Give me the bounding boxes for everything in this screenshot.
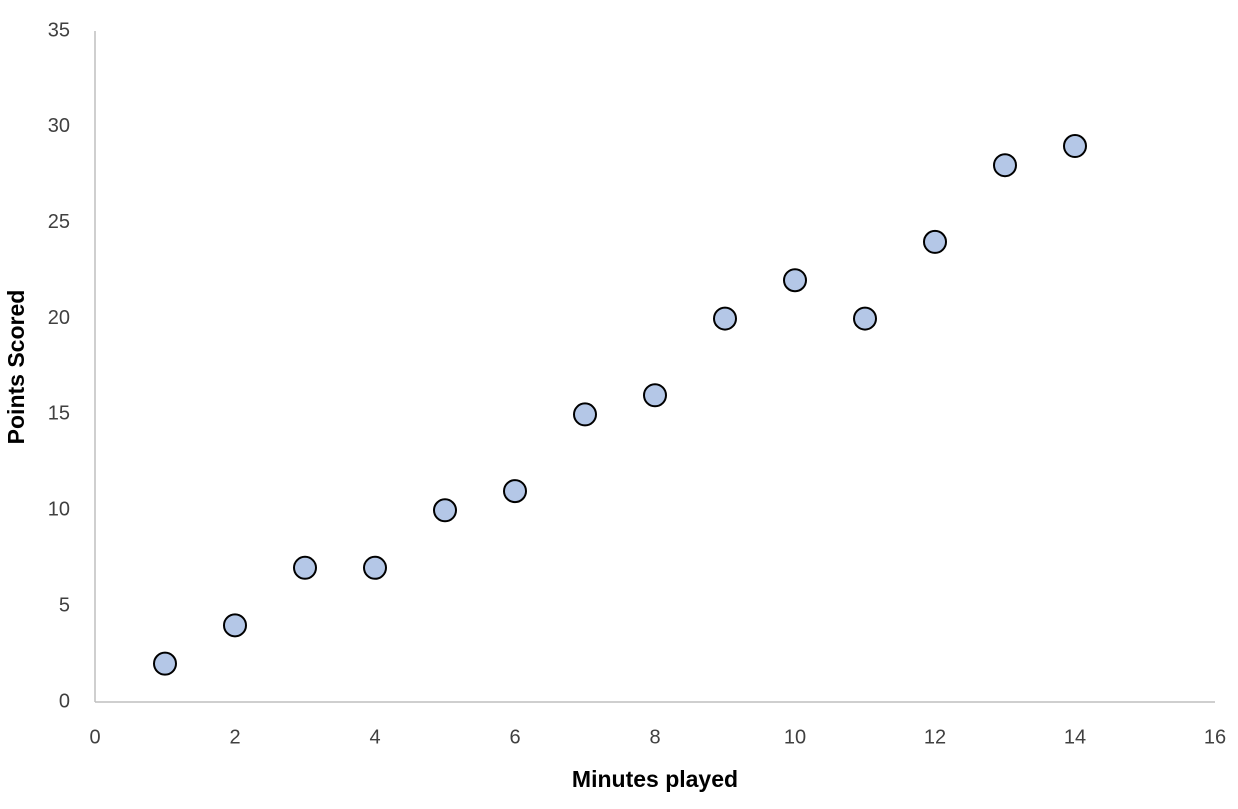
point xyxy=(643,383,667,408)
y-tick-label: 5 xyxy=(59,594,70,616)
x-tick-label: 2 xyxy=(229,726,240,748)
point xyxy=(503,479,527,504)
x-tick-label: 6 xyxy=(509,726,520,748)
point xyxy=(783,268,807,293)
x-tick-label: 16 xyxy=(1204,726,1226,748)
y-tick-label: 20 xyxy=(48,307,70,329)
point xyxy=(853,306,877,331)
x-tick-label: 12 xyxy=(924,726,946,748)
point xyxy=(713,306,737,331)
x-tick-label: 8 xyxy=(649,726,660,748)
y-tick-label: 35 xyxy=(48,19,70,41)
point xyxy=(433,498,457,523)
x-tick-label: 0 xyxy=(89,726,100,748)
point xyxy=(993,153,1017,178)
point xyxy=(153,651,177,676)
point xyxy=(223,613,247,638)
y-tick-label: 15 xyxy=(48,403,70,425)
x-tick-label: 10 xyxy=(784,726,806,748)
y-tick-label: 0 xyxy=(59,690,70,712)
y-tick-label: 30 xyxy=(48,115,70,137)
y-tick-label: 10 xyxy=(48,499,70,521)
y-tick-label: 25 xyxy=(48,211,70,233)
point xyxy=(363,555,387,580)
x-tick-label: 4 xyxy=(369,726,380,748)
point xyxy=(573,402,597,427)
point xyxy=(293,555,317,580)
point xyxy=(1063,134,1087,159)
x-axis-title: Minutes played xyxy=(572,766,738,792)
point xyxy=(923,229,947,254)
x-tick-label: 14 xyxy=(1064,726,1086,748)
y-axis-title: Points Scored xyxy=(3,290,29,445)
